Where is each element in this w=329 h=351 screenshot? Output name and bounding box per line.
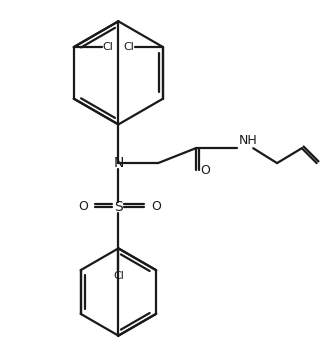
Text: Cl: Cl xyxy=(113,271,124,281)
Text: N: N xyxy=(113,156,124,170)
Text: O: O xyxy=(78,200,88,213)
Text: O: O xyxy=(201,164,211,177)
Text: NH: NH xyxy=(239,134,257,147)
Text: Cl: Cl xyxy=(103,42,114,52)
Text: Cl: Cl xyxy=(123,42,134,52)
Text: O: O xyxy=(151,200,161,213)
Text: S: S xyxy=(114,200,123,214)
